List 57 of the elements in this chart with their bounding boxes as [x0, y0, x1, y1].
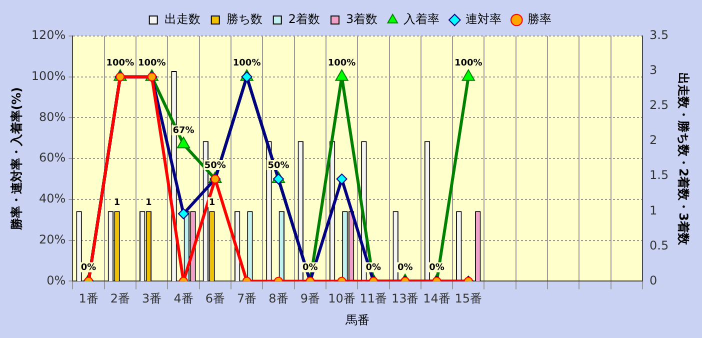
x-tick-label: 6番	[205, 292, 225, 306]
y2-tick-label: 2.5	[650, 98, 669, 112]
y2-tick-label: 0	[650, 273, 658, 288]
legend-label: 勝率	[528, 12, 552, 26]
data-label: 50%	[204, 160, 226, 171]
y2-tick-label: 1.5	[650, 168, 669, 182]
x-tick-label: 9番	[300, 292, 320, 306]
data-label: 0%	[366, 263, 382, 274]
data-label: 0%	[302, 263, 318, 274]
x-tick-label: 11番	[360, 292, 388, 306]
x-tick-label: 1番	[78, 292, 98, 306]
y2-axis-title: 出走数・勝ち数・2着数・3着数	[676, 72, 691, 246]
data-label: 0%	[397, 263, 413, 274]
point	[176, 136, 190, 148]
data-label: 67%	[172, 126, 194, 136]
data-label: 100%	[106, 58, 134, 69]
x-tick-label: 14番	[423, 292, 450, 306]
y2-tick-label: 2	[650, 133, 658, 148]
y-tick-label: 60%	[39, 150, 66, 165]
legend-label: 3着数	[346, 12, 378, 26]
data-label: 50%	[268, 160, 290, 171]
data-label: 100%	[328, 58, 356, 69]
point	[335, 69, 348, 81]
x-tick-label: 7番	[236, 292, 257, 306]
legend-label: 2着数	[288, 12, 320, 26]
data-label: 100%	[232, 58, 261, 69]
y2-tick-label: 3.5	[650, 28, 669, 42]
x-tick-label: 13番	[391, 292, 419, 306]
y-tick-label: 20%	[39, 232, 66, 246]
y-tick-label: 80%	[39, 110, 66, 124]
y-tick-label: 100%	[31, 68, 66, 83]
x-tick-label: 4番	[174, 292, 194, 306]
y2-tick-label: 3	[650, 63, 658, 78]
x-tick-label: 15番	[454, 292, 482, 306]
y-tick-label: 120%	[31, 28, 66, 42]
x-tick-label: 3番	[142, 292, 162, 306]
y-tick-label: 0%	[46, 273, 66, 288]
legend-label: 連対率	[466, 12, 502, 26]
y2-tick-label: 0.5	[650, 238, 669, 252]
data-label: 1	[208, 198, 216, 208]
data-label: 1	[114, 198, 120, 208]
data-label: 100%	[454, 58, 482, 69]
legend-label: 入着率	[404, 12, 440, 26]
legend-label: 出走数	[164, 12, 200, 26]
point	[462, 69, 475, 81]
y-tick-label: 40%	[39, 192, 66, 206]
legend-label: 勝ち数	[226, 12, 262, 26]
y2-tick-label: 1	[650, 203, 658, 218]
data-label: 0%	[429, 263, 444, 274]
x-axis-title: 馬番	[344, 312, 370, 327]
x-tick-label: 10番	[328, 292, 356, 306]
y-axis-title: 勝率・連対率・入着率(%)	[9, 87, 24, 232]
data-label: 100%	[138, 58, 166, 69]
x-tick-label: 8番	[268, 292, 288, 306]
data-label: 1	[146, 198, 152, 208]
x-tick-label: 2番	[110, 292, 130, 306]
data-label: 0%	[80, 263, 96, 274]
